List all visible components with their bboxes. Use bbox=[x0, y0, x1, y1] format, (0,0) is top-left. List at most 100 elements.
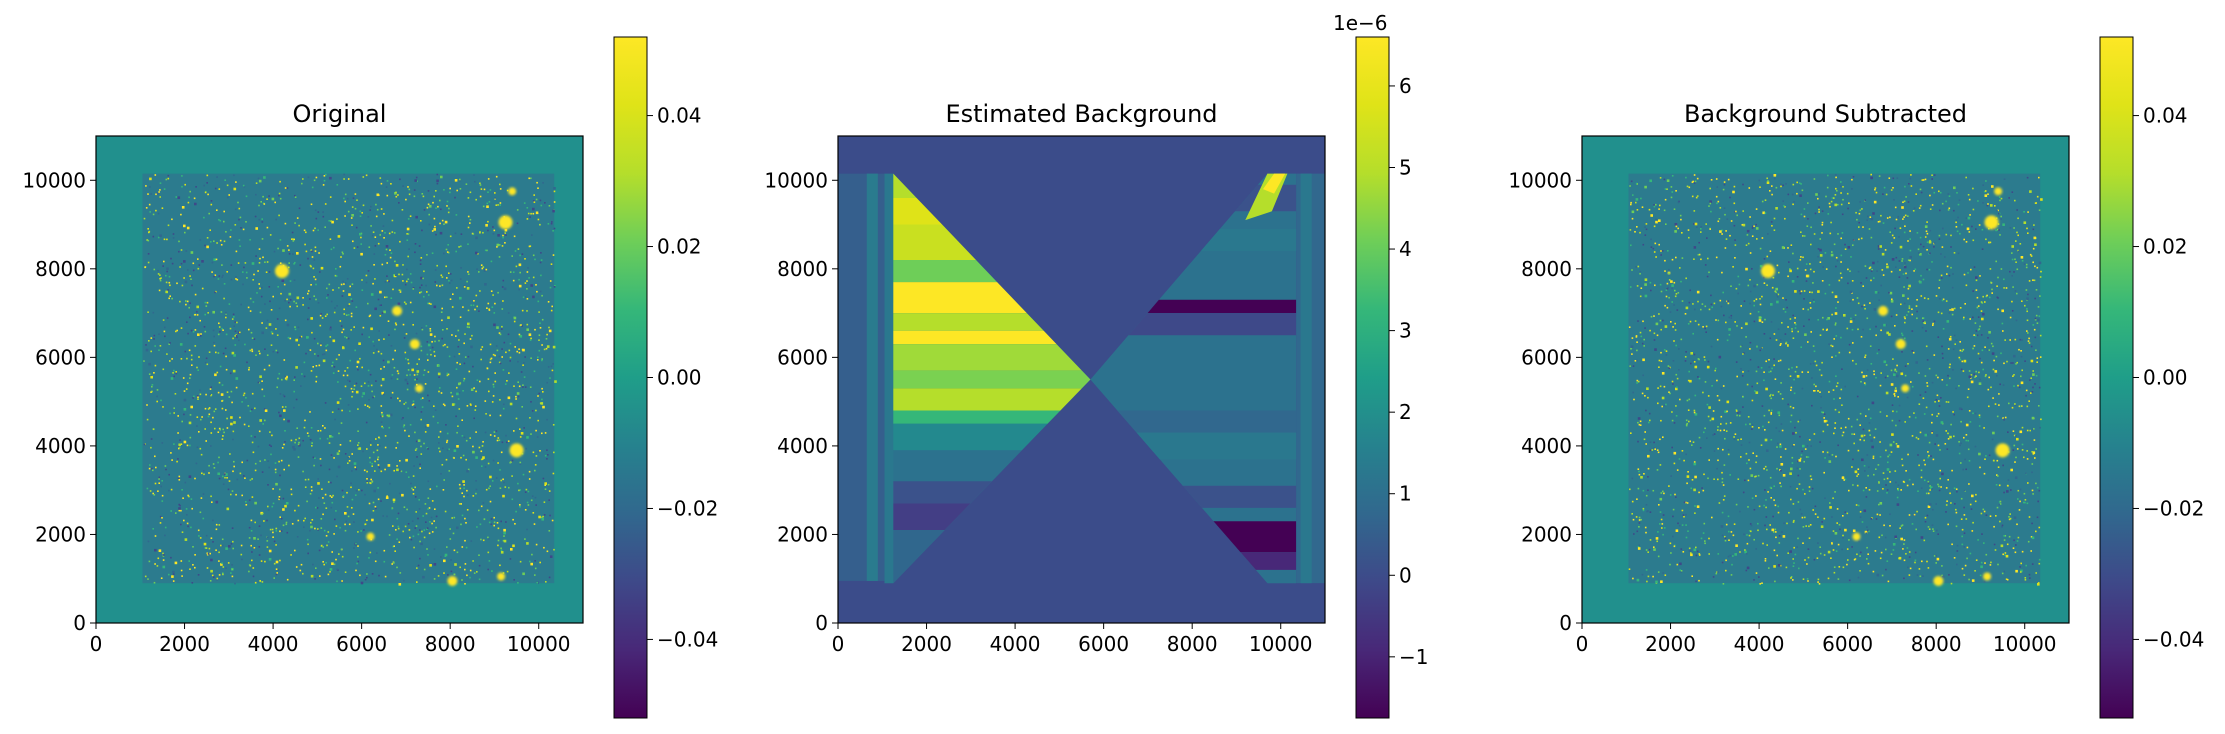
noise-pixel bbox=[498, 244, 501, 246]
noise-pixel bbox=[402, 417, 404, 419]
noise-pixel bbox=[464, 563, 467, 565]
noise-pixel bbox=[433, 217, 436, 220]
noise-pixel bbox=[1913, 513, 1916, 516]
noise-pixel bbox=[1848, 489, 1850, 492]
noise-pixel bbox=[1668, 296, 1670, 299]
noise-pixel bbox=[1965, 176, 1967, 179]
noise-pixel bbox=[428, 507, 431, 509]
noise-pixel bbox=[1965, 518, 1968, 520]
noise-pixel bbox=[526, 542, 529, 545]
noise-pixel bbox=[1975, 279, 1978, 282]
noise-pixel bbox=[379, 315, 382, 317]
noise-pixel bbox=[552, 363, 554, 365]
noise-pixel bbox=[503, 287, 507, 291]
noise-pixel bbox=[463, 362, 466, 365]
noise-pixel bbox=[1696, 195, 1699, 197]
noise-pixel bbox=[187, 332, 189, 335]
noise-pixel bbox=[1896, 374, 1899, 378]
noise-pixel bbox=[1956, 230, 1959, 233]
noise-pixel bbox=[1966, 227, 1970, 231]
noise-pixel bbox=[230, 278, 233, 281]
noise-pixel bbox=[1981, 349, 1984, 352]
noise-pixel bbox=[1859, 555, 1861, 557]
noise-pixel bbox=[330, 481, 332, 484]
noise-pixel bbox=[493, 229, 496, 232]
noise-pixel bbox=[1886, 265, 1889, 269]
noise-pixel bbox=[1847, 559, 1849, 561]
background-band bbox=[893, 313, 1044, 331]
noise-pixel bbox=[478, 509, 480, 512]
noise-pixel bbox=[1909, 238, 1911, 240]
noise-pixel bbox=[486, 205, 489, 208]
noise-pixel bbox=[194, 554, 196, 556]
noise-pixel bbox=[472, 445, 474, 448]
noise-pixel bbox=[449, 298, 452, 300]
noise-pixel bbox=[1846, 548, 1849, 550]
noise-pixel bbox=[1857, 504, 1860, 507]
noise-pixel bbox=[1753, 579, 1755, 581]
noise-pixel bbox=[257, 381, 260, 384]
noise-pixel bbox=[1724, 213, 1726, 216]
noise-pixel bbox=[1824, 252, 1827, 254]
noise-pixel bbox=[208, 464, 210, 467]
noise-pixel bbox=[1892, 410, 1894, 413]
noise-pixel bbox=[383, 560, 386, 563]
noise-pixel bbox=[1719, 429, 1722, 432]
noise-pixel bbox=[310, 317, 313, 320]
noise-pixel bbox=[297, 443, 300, 446]
noise-pixel bbox=[1833, 398, 1835, 400]
noise-pixel bbox=[278, 411, 280, 414]
noise-pixel bbox=[343, 283, 345, 285]
noise-speckle bbox=[143, 173, 557, 586]
noise-pixel bbox=[1932, 458, 1935, 461]
colorbar-tick-label: −1 bbox=[1399, 645, 1428, 669]
noise-pixel bbox=[1992, 397, 1994, 399]
noise-pixel bbox=[472, 495, 475, 497]
noise-pixel bbox=[225, 311, 227, 314]
noise-pixel bbox=[480, 538, 482, 541]
noise-pixel bbox=[172, 570, 175, 574]
noise-pixel bbox=[233, 460, 235, 463]
noise-pixel bbox=[1807, 202, 1809, 204]
noise-pixel bbox=[506, 189, 509, 192]
noise-pixel bbox=[153, 494, 156, 496]
noise-pixel bbox=[1946, 320, 1950, 323]
noise-pixel bbox=[2003, 535, 2005, 537]
noise-pixel bbox=[1866, 558, 1868, 560]
noise-pixel bbox=[229, 327, 232, 330]
noise-pixel bbox=[1798, 459, 1802, 462]
noise-pixel bbox=[194, 329, 197, 331]
noise-pixel bbox=[210, 421, 212, 424]
noise-pixel bbox=[2026, 450, 2028, 452]
noise-pixel bbox=[1747, 506, 1749, 508]
noise-pixel bbox=[211, 501, 213, 503]
noise-pixel bbox=[2035, 374, 2038, 377]
noise-pixel bbox=[251, 478, 253, 480]
noise-pixel bbox=[2020, 571, 2022, 573]
noise-pixel bbox=[359, 210, 362, 213]
noise-pixel bbox=[2013, 434, 2016, 437]
noise-pixel bbox=[1909, 177, 1912, 180]
noise-pixel bbox=[158, 349, 160, 351]
noise-pixel bbox=[1644, 431, 1646, 433]
noise-pixel bbox=[194, 293, 197, 296]
noise-pixel bbox=[415, 525, 418, 527]
noise-pixel bbox=[259, 460, 261, 462]
noise-pixel bbox=[521, 309, 524, 312]
noise-pixel bbox=[312, 563, 314, 566]
noise-pixel bbox=[505, 521, 507, 523]
noise-pixel bbox=[546, 345, 550, 348]
noise-pixel bbox=[147, 578, 149, 580]
noise-pixel bbox=[1780, 185, 1782, 188]
noise-pixel bbox=[469, 569, 472, 572]
noise-pixel bbox=[1872, 457, 1875, 459]
noise-pixel bbox=[2037, 500, 2039, 503]
noise-pixel bbox=[196, 425, 198, 427]
noise-pixel bbox=[434, 281, 437, 283]
noise-pixel bbox=[1887, 461, 1889, 464]
noise-pixel bbox=[1737, 412, 1739, 414]
noise-pixel bbox=[358, 447, 362, 450]
noise-pixel bbox=[331, 436, 334, 438]
noise-pixel bbox=[1857, 302, 1860, 305]
noise-pixel bbox=[208, 472, 210, 474]
